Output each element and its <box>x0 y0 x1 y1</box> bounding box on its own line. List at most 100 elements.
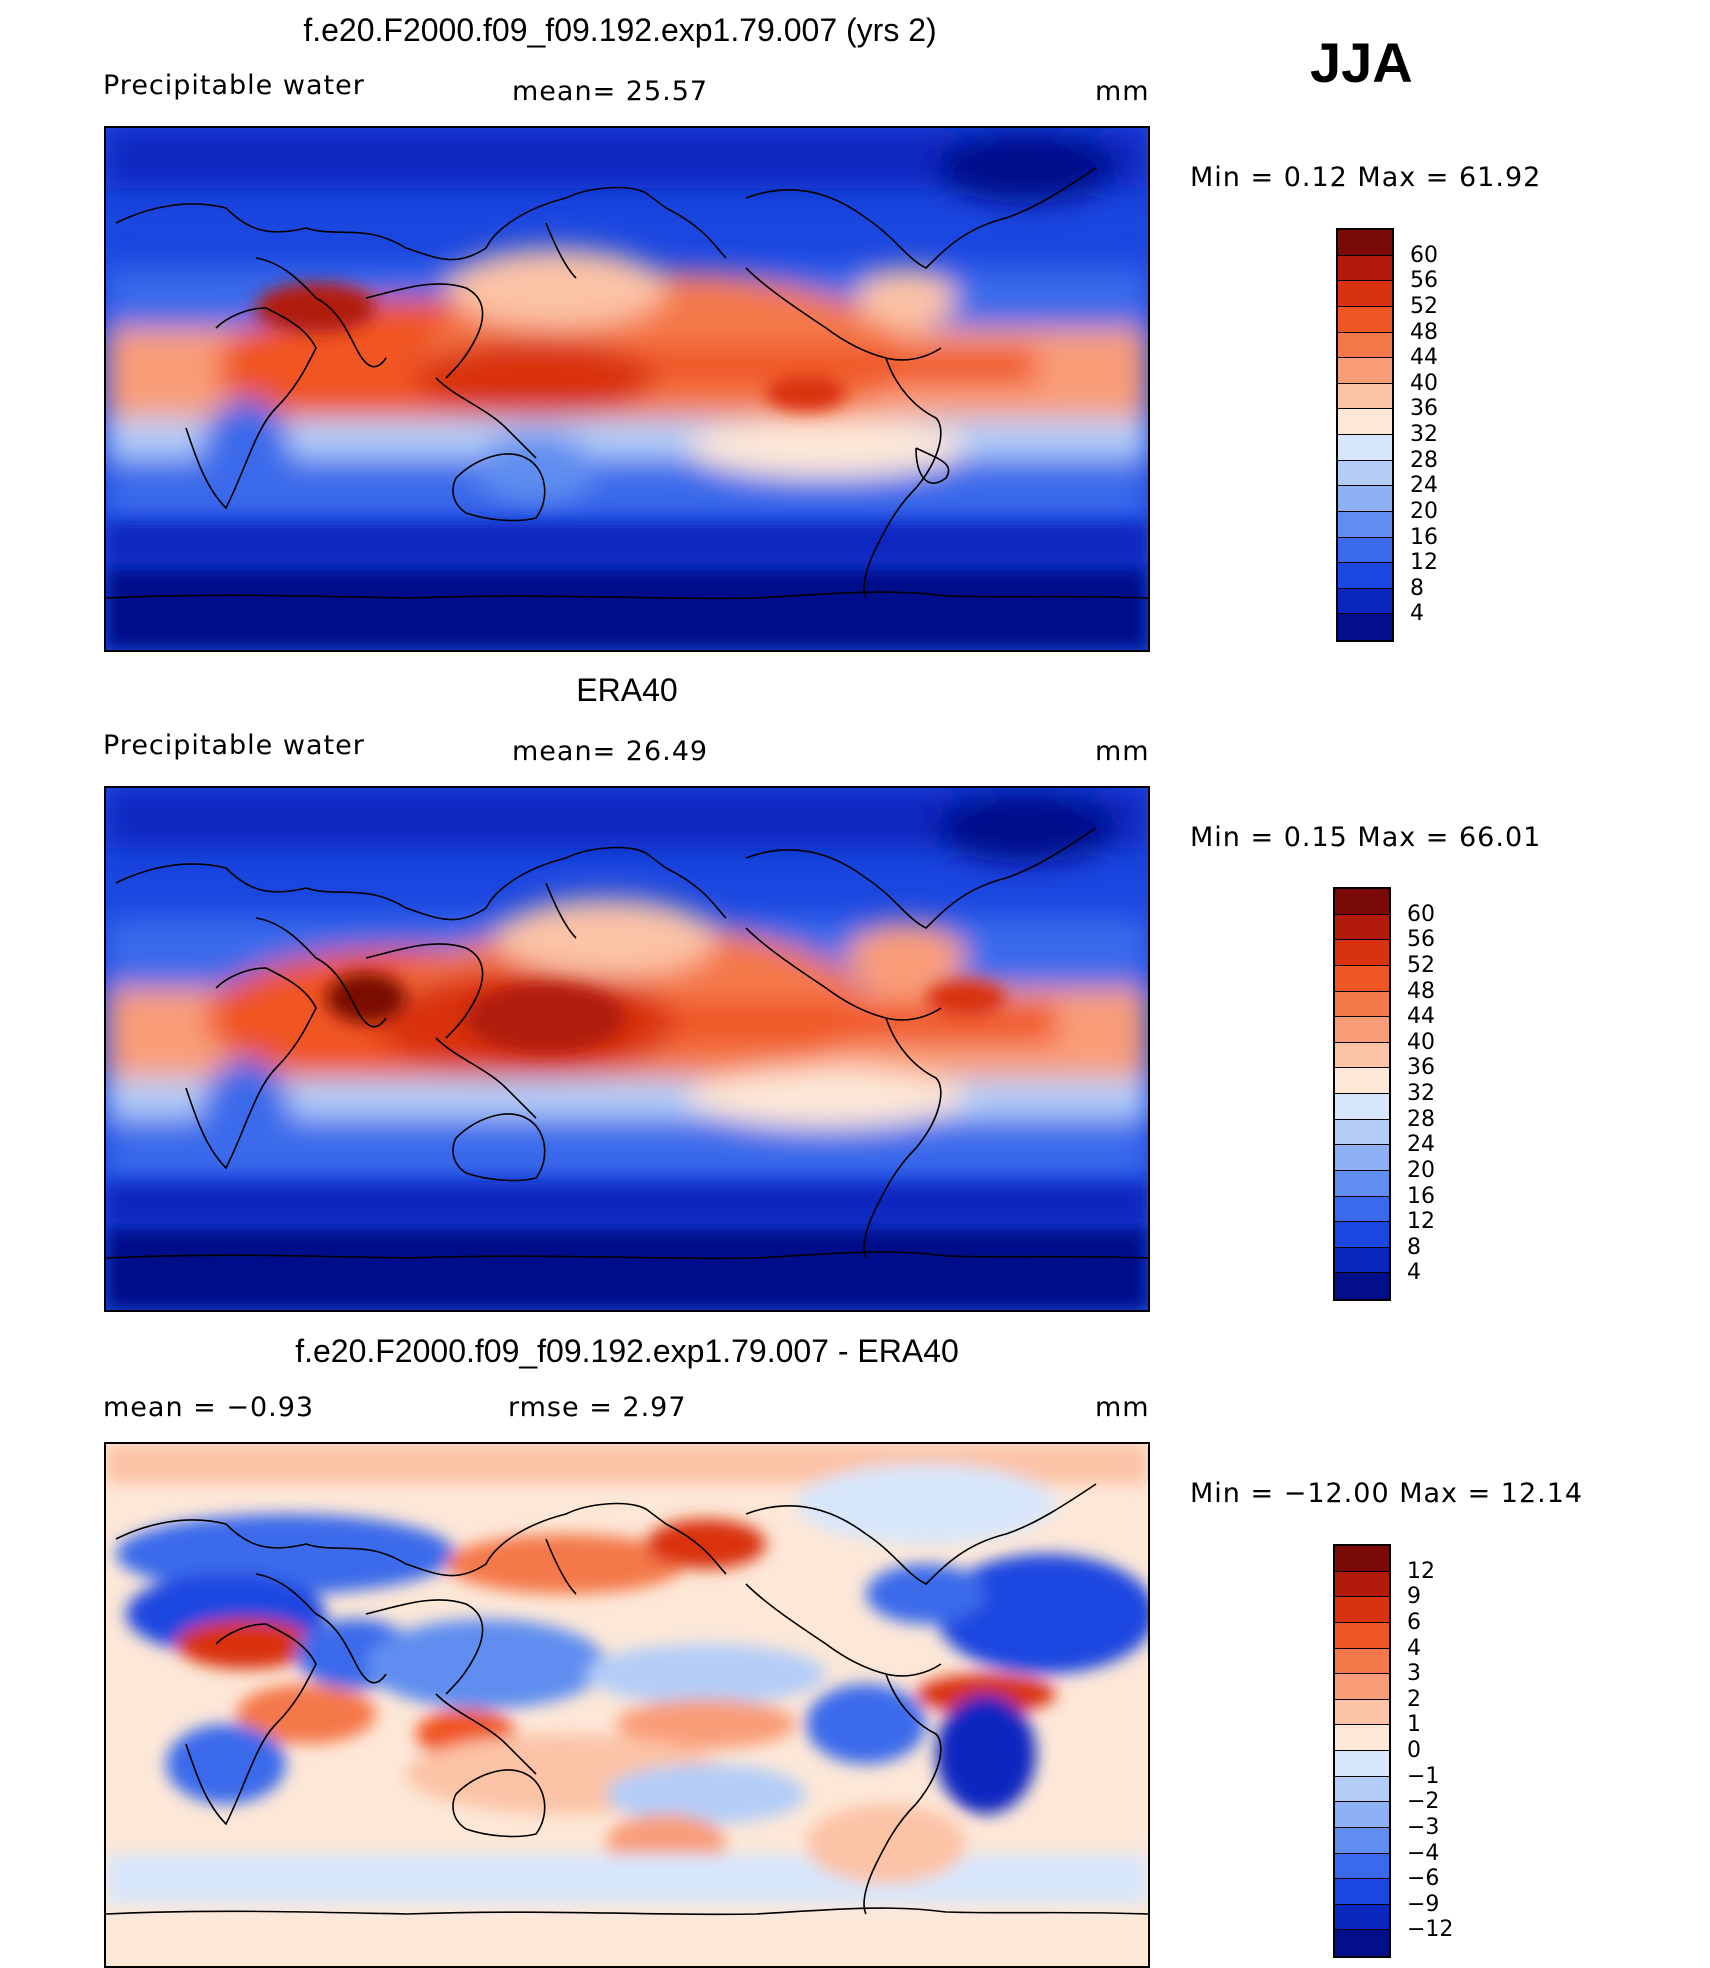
colorbar-swatch <box>1338 435 1392 461</box>
colorbar-swatch <box>1338 563 1392 589</box>
colorbar-tick-label: 44 <box>1410 345 1438 371</box>
colorbar-tick-label: 52 <box>1410 293 1438 319</box>
colorbar-tick-label: 6 <box>1407 1609 1421 1635</box>
panel2-colorbar <box>1333 887 1391 1301</box>
colorbar-tick-label: −12 <box>1407 1917 1454 1943</box>
colorbar-tick-label: 1 <box>1407 1712 1421 1738</box>
colorbar-swatch <box>1338 537 1392 564</box>
colorbar-swatch <box>1335 1904 1389 1931</box>
colorbar-tick-label: 60 <box>1407 901 1435 927</box>
colorbar-swatch <box>1335 1597 1389 1623</box>
colorbar-tick-label: 28 <box>1410 447 1438 473</box>
colorbar-tick-label: 8 <box>1410 575 1424 601</box>
panel2-variable-label: Precipitable water <box>103 730 365 761</box>
colorbar-tick-label: −6 <box>1407 1866 1440 1892</box>
colorbar-swatch <box>1338 358 1392 384</box>
panel2-units-label: mm <box>1095 736 1150 767</box>
colorbar-swatch <box>1335 1017 1389 1043</box>
panel1-variable-label: Precipitable water <box>103 70 365 101</box>
panel3-units-label: mm <box>1095 1392 1150 1423</box>
colorbar-tick-label: 60 <box>1410 242 1438 268</box>
colorbar-tick-label: −1 <box>1407 1763 1440 1789</box>
colorbar-tick-label: 8 <box>1407 1234 1421 1260</box>
colorbar-tick-label: 12 <box>1407 1209 1435 1235</box>
colorbar-swatch <box>1335 914 1389 941</box>
colorbar-tick-label: 24 <box>1410 473 1438 499</box>
panel2-minmax-label: Min = 0.15 Max = 66.01 <box>1190 822 1542 853</box>
colorbar-swatch <box>1335 965 1389 992</box>
colorbar-swatch <box>1335 1196 1389 1223</box>
colorbar-swatch <box>1338 332 1392 359</box>
panel1-title: f.e20.F2000.f09_f09.192.exp1.79.007 (yrs… <box>303 12 937 48</box>
colorbar-tick-label: 40 <box>1407 1029 1435 1055</box>
colorbar-swatch <box>1338 486 1392 512</box>
colorbar-swatch <box>1335 1546 1389 1572</box>
colorbar-swatch <box>1335 1170 1389 1197</box>
colorbar-swatch <box>1338 588 1392 615</box>
colorbar-swatch <box>1335 1699 1389 1726</box>
colorbar-swatch <box>1335 1776 1389 1803</box>
colorbar-swatch <box>1338 511 1392 538</box>
colorbar-swatch <box>1335 1119 1389 1146</box>
colorbar-tick-label: −2 <box>1407 1789 1440 1815</box>
colorbar-swatch <box>1335 1674 1389 1700</box>
colorbar-swatch <box>1338 255 1392 282</box>
panel2-mean-label: mean= 26.49 <box>512 736 709 767</box>
colorbar-swatch <box>1335 1042 1389 1069</box>
colorbar-swatch <box>1335 889 1389 915</box>
colorbar-swatch <box>1335 1853 1389 1880</box>
colorbar-swatch <box>1335 1879 1389 1905</box>
panel3-map <box>104 1442 1150 1968</box>
colorbar-tick-label: 48 <box>1410 319 1438 345</box>
panel3-rmse-label: rmse = 2.97 <box>508 1392 687 1423</box>
colorbar-tick-label: 16 <box>1407 1183 1435 1209</box>
panel1-minmax-label: Min = 0.12 Max = 61.92 <box>1190 162 1542 193</box>
colorbar-swatch <box>1335 1273 1389 1299</box>
colorbar-swatch <box>1335 1145 1389 1171</box>
panel1-units-label: mm <box>1095 76 1150 107</box>
colorbar-swatch <box>1335 1725 1389 1751</box>
panel1-map <box>104 126 1150 652</box>
colorbar-swatch <box>1335 1571 1389 1598</box>
colorbar-swatch <box>1335 1827 1389 1854</box>
colorbar-swatch <box>1335 1222 1389 1248</box>
colorbar-tick-label: −4 <box>1407 1840 1440 1866</box>
colorbar-tick-label: 3 <box>1407 1661 1421 1687</box>
colorbar-swatch <box>1335 1648 1389 1675</box>
colorbar-swatch <box>1335 1094 1389 1120</box>
colorbar-tick-label: −9 <box>1407 1891 1440 1917</box>
colorbar-swatch <box>1335 1622 1389 1649</box>
colorbar-tick-label: 56 <box>1407 927 1435 953</box>
colorbar-tick-label: 12 <box>1410 550 1438 576</box>
colorbar-tick-label: 12 <box>1407 1558 1435 1584</box>
panel3-title: f.e20.F2000.f09_f09.192.exp1.79.007 - ER… <box>295 1333 959 1369</box>
colorbar-tick-label: 56 <box>1410 268 1438 294</box>
season-label: JJA <box>1310 31 1413 94</box>
colorbar-swatch <box>1338 281 1392 307</box>
colorbar-swatch <box>1335 1247 1389 1274</box>
panel3-mean-label: mean = −0.93 <box>103 1392 315 1423</box>
colorbar-tick-label: 52 <box>1407 952 1435 978</box>
colorbar-tick-label: 32 <box>1407 1081 1435 1106</box>
colorbar-swatch <box>1335 1751 1389 1777</box>
colorbar-swatch <box>1338 383 1392 410</box>
colorbar-tick-label: 40 <box>1410 370 1438 396</box>
colorbar-swatch <box>1338 614 1392 640</box>
colorbar-swatch <box>1338 230 1392 256</box>
colorbar-tick-label: 16 <box>1410 524 1438 550</box>
colorbar-swatch <box>1338 409 1392 435</box>
panel1-mean-label: mean= 25.57 <box>512 76 709 107</box>
colorbar-tick-label: 0 <box>1407 1738 1421 1763</box>
colorbar-tick-label: 9 <box>1407 1584 1421 1610</box>
panel3-minmax-label: Min = −12.00 Max = 12.14 <box>1190 1478 1584 1509</box>
colorbar-tick-label: 20 <box>1410 498 1438 524</box>
colorbar-tick-label: 24 <box>1407 1132 1435 1158</box>
colorbar-tick-label: 4 <box>1407 1635 1421 1661</box>
colorbar-swatch <box>1335 940 1389 966</box>
colorbar-tick-label: 32 <box>1410 422 1438 447</box>
colorbar-tick-label: 28 <box>1407 1106 1435 1132</box>
colorbar-tick-label: −3 <box>1407 1814 1440 1840</box>
colorbar-swatch <box>1338 306 1392 333</box>
colorbar-tick-label: 4 <box>1407 1260 1421 1286</box>
panel1-colorbar <box>1336 228 1394 642</box>
